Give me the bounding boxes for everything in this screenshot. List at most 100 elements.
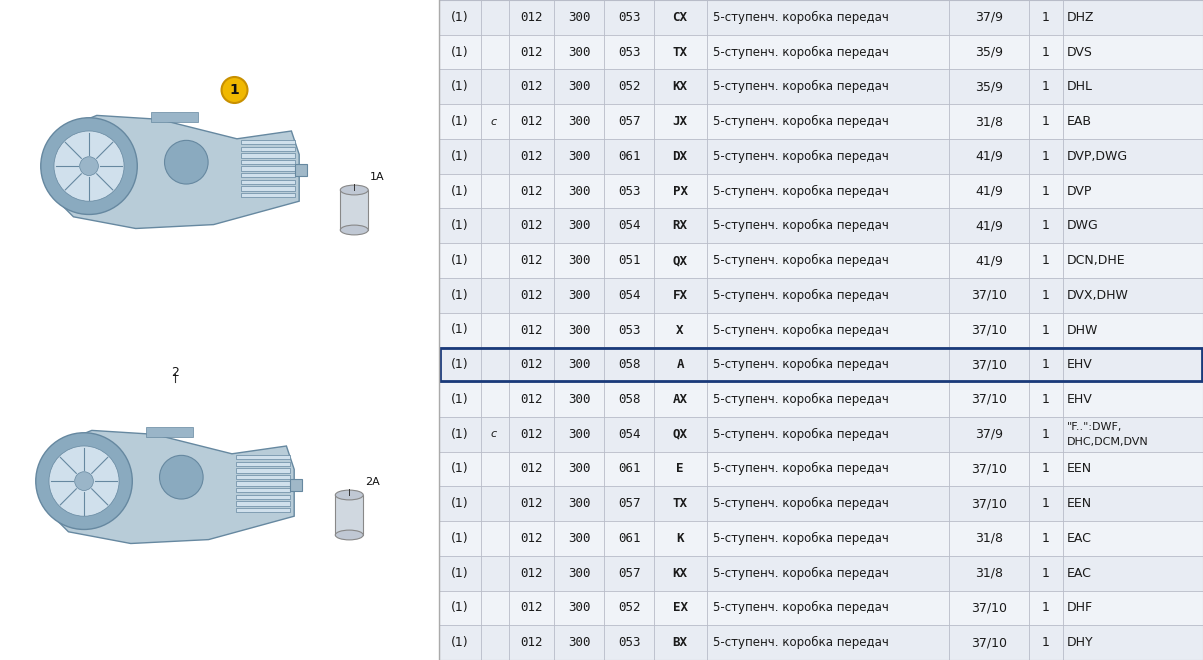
Text: EAC: EAC: [1067, 532, 1092, 545]
Text: 054: 054: [618, 428, 640, 441]
Text: 1: 1: [1042, 254, 1050, 267]
Text: 058: 058: [618, 358, 640, 371]
Bar: [439, 35, 1203, 69]
Bar: [241, 173, 295, 178]
Text: DWG: DWG: [1067, 219, 1098, 232]
Text: PX: PX: [672, 185, 688, 197]
Text: 012: 012: [520, 428, 543, 441]
Text: 053: 053: [618, 636, 640, 649]
Text: 300: 300: [568, 46, 591, 59]
Text: 012: 012: [520, 11, 543, 24]
Text: EX: EX: [672, 601, 688, 614]
Text: 052: 052: [618, 601, 640, 614]
Text: 31/8: 31/8: [974, 115, 1003, 128]
Text: 1: 1: [1042, 601, 1050, 614]
Text: 37/10: 37/10: [971, 601, 1007, 614]
Bar: [236, 502, 290, 506]
Text: 1: 1: [1042, 393, 1050, 406]
Polygon shape: [45, 430, 295, 543]
Text: EEN: EEN: [1067, 463, 1092, 475]
Bar: [439, 209, 1203, 243]
Text: 41/9: 41/9: [976, 185, 1003, 197]
Text: (1): (1): [451, 567, 469, 579]
Text: 300: 300: [568, 358, 591, 371]
Bar: [439, 347, 1203, 382]
Text: c: c: [490, 429, 496, 439]
Bar: [439, 139, 1203, 174]
Bar: [439, 174, 1203, 209]
Text: 1: 1: [1042, 358, 1050, 371]
Text: E: E: [676, 463, 683, 475]
Text: 300: 300: [568, 532, 591, 545]
Text: 37/9: 37/9: [974, 428, 1003, 441]
Bar: [236, 475, 290, 479]
Text: 300: 300: [568, 289, 591, 302]
Bar: [236, 461, 290, 466]
Text: 31/8: 31/8: [974, 532, 1003, 545]
Bar: [236, 495, 290, 499]
Text: 5-ступенч. коробка передач: 5-ступенч. коробка передач: [713, 567, 889, 579]
Text: (1): (1): [451, 185, 469, 197]
Text: 5-ступенч. коробка передач: 5-ступенч. коробка передач: [713, 288, 889, 302]
Text: 5-ступенч. коробка передач: 5-ступенч. коробка передач: [713, 11, 889, 24]
Text: TX: TX: [672, 46, 688, 59]
Text: 051: 051: [618, 254, 640, 267]
Bar: [439, 278, 1203, 313]
Text: 5-ступенч. коробка передач: 5-ступенч. коробка передач: [713, 185, 889, 197]
Bar: [241, 186, 295, 191]
Text: EAB: EAB: [1067, 115, 1092, 128]
Bar: [236, 508, 290, 512]
Text: (1): (1): [451, 393, 469, 406]
Text: RX: RX: [672, 219, 688, 232]
Text: TX: TX: [672, 497, 688, 510]
Text: 35/9: 35/9: [974, 81, 1003, 93]
Circle shape: [49, 446, 119, 516]
Text: 1: 1: [1042, 428, 1050, 441]
Text: 012: 012: [520, 150, 543, 163]
Bar: [439, 625, 1203, 660]
Bar: [236, 468, 290, 473]
Text: (1): (1): [451, 150, 469, 163]
Text: 5-ступенч. коробка передач: 5-ступенч. коробка передач: [713, 254, 889, 267]
Text: DHY: DHY: [1067, 636, 1094, 649]
Text: 5-ступенч. коробка передач: 5-ступенч. коробка передач: [713, 463, 889, 475]
Text: 012: 012: [520, 636, 543, 649]
Text: (1): (1): [451, 289, 469, 302]
Text: FX: FX: [672, 289, 688, 302]
Text: A: A: [676, 358, 683, 371]
Text: 300: 300: [568, 601, 591, 614]
Text: CX: CX: [672, 11, 688, 24]
Text: DHF: DHF: [1067, 601, 1094, 614]
Bar: [236, 488, 290, 492]
Text: 300: 300: [568, 115, 591, 128]
Text: 053: 053: [618, 323, 640, 337]
Text: 31/8: 31/8: [974, 567, 1003, 579]
Text: EAC: EAC: [1067, 567, 1092, 579]
Text: 012: 012: [520, 254, 543, 267]
Text: (1): (1): [451, 81, 469, 93]
Bar: [236, 455, 290, 459]
Text: 012: 012: [520, 497, 543, 510]
Text: 37/10: 37/10: [971, 497, 1007, 510]
Text: 012: 012: [520, 393, 543, 406]
Text: 1: 1: [1042, 219, 1050, 232]
Text: 2: 2: [171, 366, 178, 378]
Bar: [439, 69, 1203, 104]
Text: 37/9: 37/9: [974, 11, 1003, 24]
Text: X: X: [676, 323, 683, 337]
Bar: [340, 190, 368, 230]
Text: 37/10: 37/10: [971, 393, 1007, 406]
Text: 012: 012: [520, 115, 543, 128]
Text: 052: 052: [618, 81, 640, 93]
Text: 1: 1: [1042, 532, 1050, 545]
Text: (1): (1): [451, 323, 469, 337]
Text: 053: 053: [618, 11, 640, 24]
Text: DCN,DHE: DCN,DHE: [1067, 254, 1126, 267]
Text: 37/10: 37/10: [971, 636, 1007, 649]
Text: 012: 012: [520, 81, 543, 93]
Text: 300: 300: [568, 150, 591, 163]
Circle shape: [75, 472, 94, 490]
Text: 053: 053: [618, 185, 640, 197]
Text: 057: 057: [618, 115, 640, 128]
Circle shape: [36, 433, 132, 529]
